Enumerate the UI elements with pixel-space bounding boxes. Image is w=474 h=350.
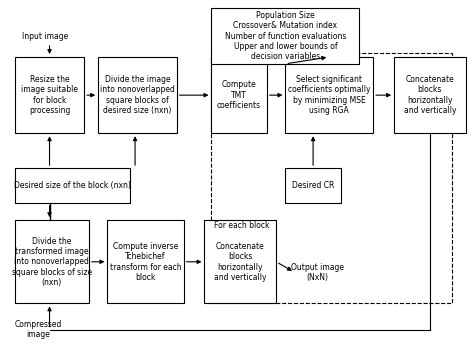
Text: Divide the
transformed image
into nonoverlapped
square blocks of size
(nxn): Divide the transformed image into nonove… (12, 237, 92, 287)
Text: Input image: Input image (22, 32, 68, 41)
FancyBboxPatch shape (15, 57, 84, 133)
FancyBboxPatch shape (285, 57, 373, 133)
FancyBboxPatch shape (211, 57, 267, 133)
Text: Concatenate
blocks
horizontally
and vertically: Concatenate blocks horizontally and vert… (403, 75, 456, 115)
Text: Compressed
image: Compressed image (14, 320, 62, 339)
FancyBboxPatch shape (15, 220, 89, 303)
Text: Divide the image
into nonoverlapped
square blocks of
desired size (nxn): Divide the image into nonoverlapped squa… (100, 75, 175, 115)
FancyBboxPatch shape (107, 220, 183, 303)
Text: For each block: For each block (214, 221, 269, 230)
FancyBboxPatch shape (211, 8, 359, 64)
FancyBboxPatch shape (204, 220, 276, 303)
Text: Desired size of the block (nxn): Desired size of the block (nxn) (14, 181, 131, 190)
Text: Output image
(NxN): Output image (NxN) (291, 262, 344, 282)
Text: Compute
TMT
coefficients: Compute TMT coefficients (217, 80, 261, 110)
FancyBboxPatch shape (285, 168, 341, 203)
FancyBboxPatch shape (394, 57, 465, 133)
FancyBboxPatch shape (15, 168, 130, 203)
Text: Population Size
Crossover& Mutation index
Number of function evaluations
Upper a: Population Size Crossover& Mutation inde… (225, 11, 346, 61)
Text: Concatenate
blocks
horizontally
and vertically: Concatenate blocks horizontally and vert… (214, 242, 266, 282)
Text: Select significant
coefficients optimally
by minimizing MSE
using RGA: Select significant coefficients optimall… (288, 75, 371, 115)
Text: Resize the
image suitable
for block
processing: Resize the image suitable for block proc… (21, 75, 78, 115)
Text: Desired CR: Desired CR (292, 181, 334, 190)
FancyBboxPatch shape (98, 57, 177, 133)
Text: Compute inverse
Tchebichef
transform for each
block: Compute inverse Tchebichef transform for… (109, 242, 181, 282)
